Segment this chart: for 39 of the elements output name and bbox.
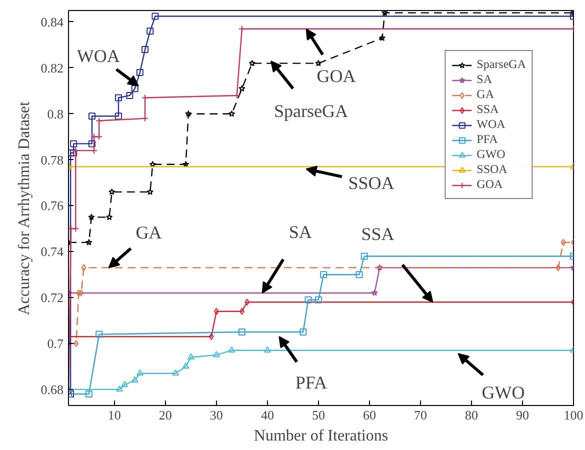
x-tick-label: 10 <box>108 408 121 422</box>
annotation: GA <box>136 222 162 243</box>
legend-label: PFA <box>476 132 498 147</box>
x-tick-label: 20 <box>158 408 172 422</box>
y-tick-label: 0.84 <box>40 14 64 30</box>
annotation: PFA <box>295 372 328 393</box>
x-tick-label: 50 <box>312 408 325 422</box>
annotation: WOA <box>76 46 120 66</box>
legend-label: GOA <box>476 177 503 192</box>
x-tick-label: 30 <box>210 408 223 422</box>
x-tick-label: 70 <box>414 408 427 422</box>
annotation: SSOA <box>348 172 394 193</box>
x-tick-label: 40 <box>260 408 274 422</box>
y-tick-label: 0.8 <box>47 106 64 122</box>
y-axis-title: Accuracy for Arrhythmia Dataset <box>16 101 33 316</box>
legend-label: SA <box>476 72 494 87</box>
y-tick-label: 0.82 <box>40 60 64 76</box>
legend-label: SSOA <box>476 162 508 177</box>
legend-label: GWO <box>476 147 506 162</box>
y-tick-label: 0.78 <box>40 152 64 168</box>
x-tick-label: 80 <box>464 408 478 422</box>
y-tick-label: 0.68 <box>40 382 64 397</box>
legend-label: SparseGA <box>476 57 526 72</box>
legend-label: SSA <box>476 102 499 117</box>
annotation: SA <box>288 222 312 242</box>
x-tick-label: 60 <box>362 408 376 422</box>
x-tick-label: 100 <box>564 408 584 422</box>
legend-label: GA <box>476 87 496 102</box>
x-tick-label: 90 <box>516 408 529 422</box>
legend-label: WOA <box>476 117 506 132</box>
y-tick-label: 0.72 <box>40 290 64 306</box>
y-tick-label: 0.74 <box>40 244 64 260</box>
annotation: SparseGA <box>274 101 348 122</box>
y-tick-label: 0.7 <box>47 336 64 351</box>
x-axis-title: Number of Iterations <box>254 428 388 444</box>
annotation: GOA <box>316 66 356 86</box>
annotation: SSA <box>361 224 394 244</box>
y-tick-label: 0.76 <box>40 198 64 214</box>
annotation: GWO <box>482 382 525 403</box>
